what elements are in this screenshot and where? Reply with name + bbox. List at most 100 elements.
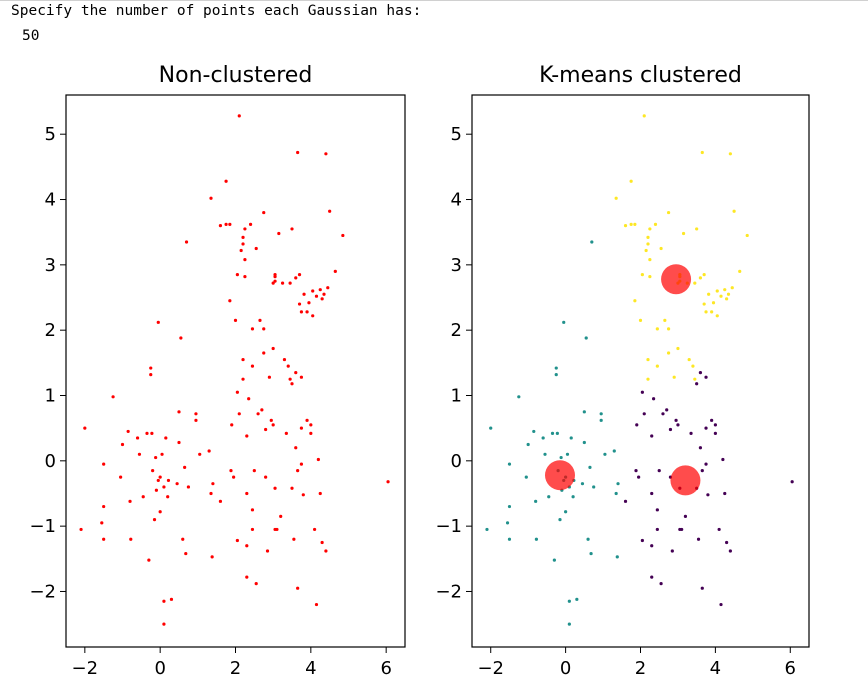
scatter-point bbox=[646, 242, 650, 246]
y-tick-label: 0 bbox=[45, 451, 56, 472]
centroid-marker bbox=[661, 264, 692, 295]
scatter-point bbox=[160, 452, 164, 456]
scatter-point bbox=[245, 434, 249, 438]
scatter-point bbox=[652, 397, 656, 401]
scatter-point bbox=[696, 537, 701, 541]
scatter-point bbox=[640, 390, 644, 394]
scatter-point bbox=[102, 537, 106, 541]
scatter-point bbox=[290, 227, 294, 231]
scatter-point bbox=[209, 196, 213, 200]
scatter-point bbox=[245, 491, 249, 496]
scatter-point bbox=[284, 431, 288, 435]
scatter-point bbox=[129, 537, 133, 541]
scatter-point bbox=[702, 302, 706, 306]
scatter-point bbox=[646, 377, 650, 381]
scatter-point bbox=[719, 294, 723, 298]
scatter-point bbox=[233, 318, 238, 322]
scatter-point bbox=[184, 551, 188, 556]
scatter-point bbox=[235, 273, 239, 277]
scatter-point bbox=[126, 429, 130, 434]
scatter-point bbox=[599, 418, 603, 422]
scatter-point bbox=[592, 485, 596, 489]
scatter-point bbox=[683, 514, 688, 518]
scatter-point bbox=[280, 281, 285, 285]
scatter-point bbox=[507, 462, 512, 466]
scatter-point bbox=[297, 302, 302, 306]
scatter-point bbox=[183, 465, 187, 469]
scatter-point bbox=[254, 246, 258, 251]
plot-frame bbox=[65, 94, 406, 648]
scatter-point bbox=[309, 431, 313, 435]
console-prompt: Specify the number of points each Gaussi… bbox=[11, 3, 422, 19]
scatter-point bbox=[156, 320, 160, 324]
scatter-point bbox=[726, 292, 731, 296]
scatter-point bbox=[711, 301, 716, 305]
scatter-point bbox=[243, 275, 247, 279]
scatter-point bbox=[623, 224, 628, 228]
scatter-point bbox=[83, 426, 87, 430]
scatter-point bbox=[524, 475, 528, 479]
scatter-point bbox=[575, 597, 579, 601]
scatter-point bbox=[135, 436, 140, 440]
scatter-point bbox=[301, 493, 305, 497]
scatter-point bbox=[707, 292, 711, 296]
scatter-series bbox=[614, 114, 749, 381]
scatter-point bbox=[198, 452, 202, 456]
scatter-point bbox=[273, 279, 277, 283]
scatter-point bbox=[154, 455, 158, 460]
scatter-point bbox=[725, 297, 729, 301]
scatter-point bbox=[307, 301, 311, 305]
scatter-point bbox=[328, 209, 332, 213]
scatter-point bbox=[224, 222, 228, 226]
scatter-point bbox=[194, 418, 198, 422]
scatter-point bbox=[250, 527, 255, 532]
scatter-point bbox=[311, 289, 315, 293]
scatter-point bbox=[717, 527, 721, 532]
scatter-point bbox=[218, 224, 223, 228]
scatter-point bbox=[623, 499, 628, 503]
y-tick-label: 1 bbox=[451, 385, 462, 406]
scatter-point bbox=[288, 281, 292, 285]
scatter-point bbox=[672, 375, 676, 379]
y-tick-label: −2 bbox=[435, 581, 462, 602]
scatter-point bbox=[290, 382, 294, 386]
scatter-point bbox=[612, 449, 616, 453]
scatter-point bbox=[162, 599, 166, 603]
scatter-point bbox=[691, 364, 695, 368]
scatter-point bbox=[119, 475, 123, 479]
scatter-point bbox=[723, 288, 727, 292]
scatter-point bbox=[640, 538, 644, 543]
scatter-point bbox=[663, 318, 667, 322]
scatter-point bbox=[693, 281, 697, 285]
scatter-point bbox=[646, 357, 650, 362]
scatter-point bbox=[666, 351, 671, 355]
scatter-point bbox=[145, 431, 149, 435]
scatter-point bbox=[713, 423, 717, 427]
scatter-point bbox=[730, 286, 734, 290]
y-tick-label: −1 bbox=[435, 516, 462, 537]
scatter-point bbox=[237, 412, 241, 416]
scatter-point bbox=[634, 469, 638, 473]
scatter-point bbox=[534, 537, 539, 541]
scatter-point bbox=[665, 408, 669, 412]
scatter-point bbox=[141, 495, 145, 499]
scatter-point bbox=[296, 586, 300, 590]
scatter-point bbox=[562, 320, 566, 324]
scatter-point bbox=[648, 275, 652, 279]
scatter-point bbox=[341, 233, 345, 238]
scatter-point bbox=[230, 423, 234, 427]
scatter-point bbox=[256, 412, 260, 416]
console-input-value: 50 bbox=[22, 28, 40, 44]
scatter-point bbox=[526, 442, 530, 447]
scatter-point bbox=[681, 231, 686, 236]
scatter-point bbox=[175, 482, 179, 486]
scatter-point bbox=[324, 152, 328, 156]
scatter-point bbox=[704, 426, 708, 430]
scatter-point bbox=[569, 436, 573, 440]
scatter-point bbox=[235, 390, 239, 394]
scatter-point bbox=[386, 480, 390, 484]
scatter-point bbox=[700, 150, 704, 155]
scatter-point bbox=[507, 504, 512, 509]
scatter-point bbox=[698, 371, 703, 375]
